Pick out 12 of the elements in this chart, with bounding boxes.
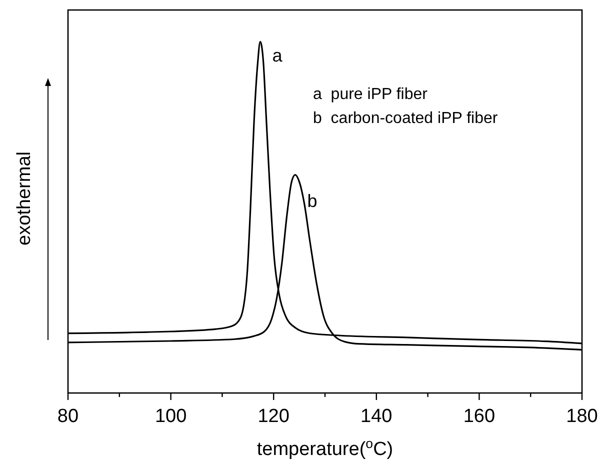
x-axis-title: temperature($^{o}$C): [256, 436, 394, 460]
x-tick-label: 100: [154, 406, 187, 427]
x-tick-label: 180: [566, 406, 598, 427]
series-label: b: [307, 190, 318, 211]
x-tick-label: 120: [258, 406, 290, 427]
series-label: a: [272, 46, 284, 66]
x-tick-label: 160: [463, 406, 496, 427]
annotation: a pure iPP fiber: [313, 86, 428, 103]
annotation: b carbon-coated iPP fiber: [313, 110, 498, 127]
x-tick-label: 80: [57, 406, 79, 427]
y-axis-title: exothermal: [14, 152, 35, 246]
x-tick-label: 140: [360, 406, 392, 427]
